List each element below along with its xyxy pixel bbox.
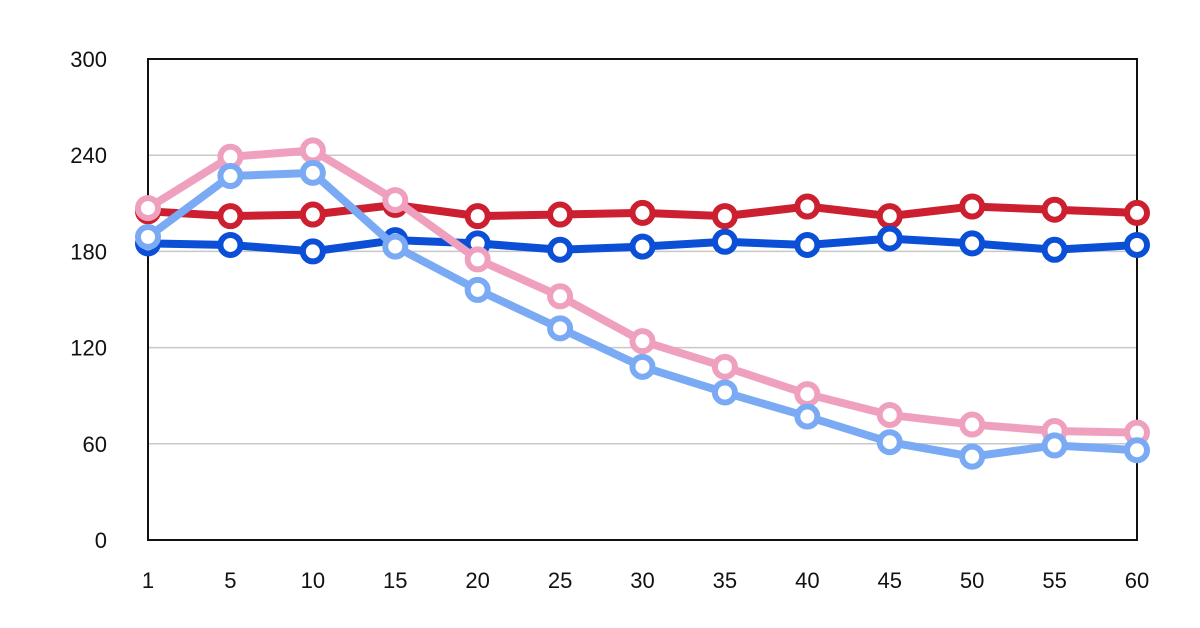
data-point xyxy=(629,328,656,355)
x-tick-label: 35 xyxy=(713,568,737,593)
data-point xyxy=(959,411,986,438)
data-point xyxy=(217,203,244,230)
data-point xyxy=(876,401,903,428)
data-point xyxy=(135,195,161,222)
y-tick-label: 60 xyxy=(83,432,107,457)
x-axis-ticks: 1 5 10 15 20 25 30 35 40 45 50 55 60 xyxy=(142,568,1149,593)
series-layer xyxy=(135,137,1150,470)
data-point xyxy=(1124,231,1150,258)
series-1 xyxy=(135,191,1150,230)
x-tick-label: 5 xyxy=(224,568,236,593)
series-line xyxy=(144,146,1141,437)
data-point xyxy=(629,353,656,380)
y-tick-label: 180 xyxy=(70,239,107,264)
data-point xyxy=(876,429,903,456)
data-point xyxy=(464,276,491,303)
data-point xyxy=(794,403,821,430)
x-tick-label: 50 xyxy=(960,568,984,593)
data-point xyxy=(959,443,986,470)
data-point xyxy=(1041,196,1068,223)
y-axis-ticks: 0 60 120 180 240 300 xyxy=(70,47,107,553)
data-point xyxy=(1124,199,1150,226)
data-point xyxy=(1041,432,1068,459)
data-point xyxy=(299,159,326,186)
data-point xyxy=(217,231,244,258)
x-tick-label: 10 xyxy=(301,568,325,593)
data-point xyxy=(711,203,738,230)
data-point xyxy=(547,315,574,342)
data-point xyxy=(299,201,326,228)
data-point xyxy=(794,193,821,220)
data-point xyxy=(629,233,656,260)
data-point xyxy=(382,233,409,260)
data-point xyxy=(464,203,491,230)
x-tick-label: 55 xyxy=(1042,568,1066,593)
data-point xyxy=(464,246,491,273)
plot-frame xyxy=(147,58,1138,541)
data-point xyxy=(217,163,244,190)
data-point xyxy=(547,236,574,263)
x-tick-label: 40 xyxy=(795,568,819,593)
data-point xyxy=(547,283,574,310)
data-point xyxy=(135,223,161,250)
data-point xyxy=(382,187,409,214)
x-tick-label: 25 xyxy=(548,568,572,593)
y-tick-label: 300 xyxy=(70,47,107,72)
data-point xyxy=(547,201,574,228)
data-point xyxy=(794,231,821,258)
data-point xyxy=(876,203,903,230)
y-tick-label: 0 xyxy=(95,528,107,553)
x-tick-label: 60 xyxy=(1125,568,1149,593)
data-point xyxy=(711,379,738,406)
data-point xyxy=(1124,437,1150,464)
x-tick-label: 20 xyxy=(465,568,489,593)
series-2 xyxy=(135,225,1150,265)
series-4 xyxy=(135,159,1150,470)
data-point xyxy=(959,193,986,220)
data-point xyxy=(794,381,821,408)
data-point xyxy=(299,137,326,164)
x-tick-label: 1 xyxy=(142,568,154,593)
data-point xyxy=(299,238,326,265)
data-point xyxy=(629,199,656,226)
data-point xyxy=(876,225,903,252)
data-point xyxy=(959,230,986,257)
data-point xyxy=(711,228,738,255)
x-tick-label: 45 xyxy=(878,568,902,593)
gridlines xyxy=(148,154,1137,445)
y-tick-label: 240 xyxy=(70,143,107,168)
data-point xyxy=(1041,236,1068,263)
data-point xyxy=(711,353,738,380)
x-tick-label: 15 xyxy=(383,568,407,593)
x-tick-label: 30 xyxy=(630,568,654,593)
y-tick-label: 120 xyxy=(70,336,107,361)
series-3 xyxy=(135,137,1150,446)
